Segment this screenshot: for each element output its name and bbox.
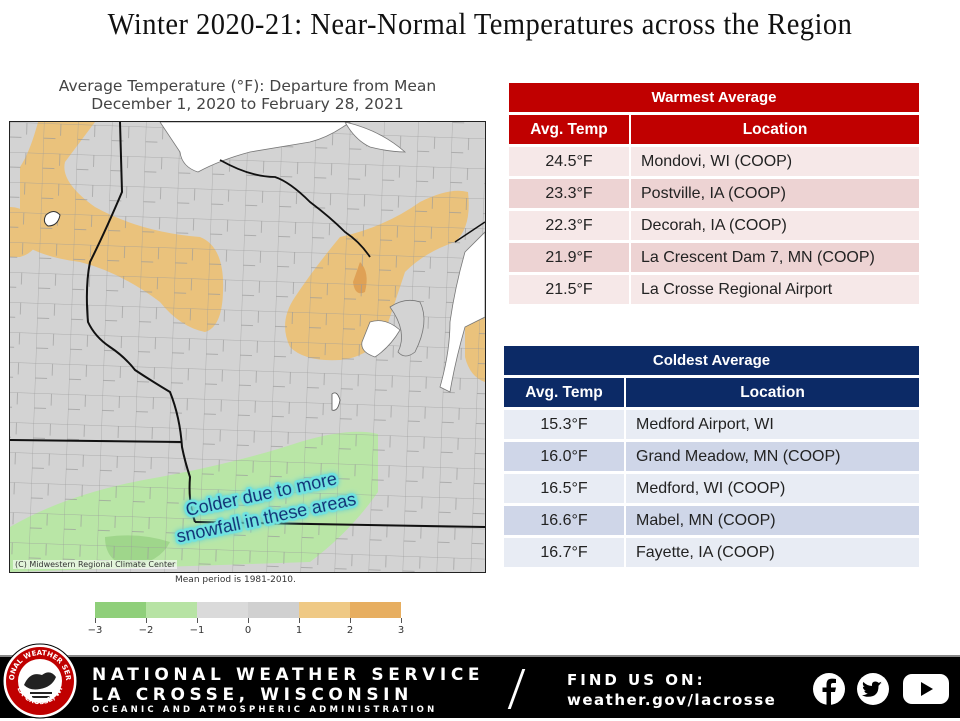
legend-label: −2 bbox=[138, 625, 154, 636]
table-row: 24.5°F Mondovi, WI (COOP) bbox=[509, 147, 919, 176]
location-cell: Mabel, MN (COOP) bbox=[626, 506, 919, 535]
warmest-table-title: Warmest Average bbox=[509, 83, 919, 112]
temp-cell: 24.5°F bbox=[509, 147, 631, 176]
temp-cell: 15.3°F bbox=[504, 410, 626, 439]
legend-tick bbox=[197, 618, 198, 623]
office-name: LA CROSSE, WISCONSIN bbox=[92, 685, 413, 705]
wi-mi-border bbox=[219, 159, 371, 258]
temp-cell: 16.6°F bbox=[504, 506, 626, 535]
legend-swatch bbox=[299, 602, 350, 618]
lake-of-the-woods-area bbox=[43, 211, 61, 227]
color-legend: −3 −2 −1 0 1 2 3 bbox=[88, 602, 405, 637]
table-row: 23.3°F Postville, IA (COOP) bbox=[509, 179, 919, 208]
legend-tick bbox=[95, 618, 96, 623]
map-title-line1: Average Temperature (°F): Departure from… bbox=[58, 77, 437, 95]
agency-name: NATIONAL WEATHER SERVICE bbox=[92, 665, 485, 685]
temp-cell: 16.0°F bbox=[504, 442, 626, 471]
temperature-departure-map: Colder due to more snowfall in these are… bbox=[9, 121, 486, 573]
location-cell: La Crescent Dam 7, MN (COOP) bbox=[631, 243, 919, 272]
location-cell: La Crosse Regional Airport bbox=[631, 275, 919, 304]
warmest-col-temp: Avg. Temp bbox=[509, 115, 631, 144]
warmest-average-table: Warmest Average Avg. Temp Location 24.5°… bbox=[509, 80, 919, 307]
legend-swatch bbox=[95, 602, 146, 618]
legend-swatch bbox=[197, 602, 248, 618]
legend-tick bbox=[248, 618, 249, 623]
coldest-average-table: Coldest Average Avg. Temp Location 15.3°… bbox=[504, 343, 919, 570]
mn-ia-border bbox=[10, 439, 183, 443]
temp-cell: 16.7°F bbox=[504, 538, 626, 567]
legend-color-bar bbox=[95, 602, 401, 618]
mn-wi-border bbox=[85, 122, 196, 523]
twitter-icon[interactable] bbox=[856, 672, 890, 706]
legend-swatch bbox=[146, 602, 197, 618]
legend-tick bbox=[146, 618, 147, 623]
lake-superior-bay bbox=[344, 122, 407, 153]
legend-label: −3 bbox=[87, 625, 103, 636]
facebook-icon[interactable] bbox=[812, 672, 846, 706]
coldest-table-title: Coldest Average bbox=[504, 346, 919, 375]
location-cell: Medford, WI (COOP) bbox=[626, 474, 919, 503]
temp-cell: 23.3°F bbox=[509, 179, 631, 208]
footer-divider bbox=[0, 655, 960, 657]
legend-swatch bbox=[248, 602, 299, 618]
agency-subtitle: OCEANIC AND ATMOSPHERIC ADMINISTRATION bbox=[92, 705, 438, 715]
legend-swatch bbox=[350, 602, 401, 618]
website-link[interactable]: weather.gov/lacrosse bbox=[567, 691, 777, 709]
map-canvas: Colder due to more snowfall in these are… bbox=[10, 122, 485, 572]
legend-ticks bbox=[95, 618, 402, 623]
legend-label: 0 bbox=[244, 625, 252, 636]
temp-cell: 22.3°F bbox=[509, 211, 631, 240]
location-cell: Mondovi, WI (COOP) bbox=[631, 147, 919, 176]
legend-label: 3 bbox=[397, 625, 405, 636]
lake-michigan bbox=[439, 231, 485, 393]
legend-label: 1 bbox=[295, 625, 303, 636]
table-row: 16.7°F Fayette, IA (COOP) bbox=[504, 538, 919, 567]
legend-label: 2 bbox=[346, 625, 354, 636]
door-peninsula bbox=[389, 299, 425, 357]
green-bay bbox=[361, 320, 401, 358]
nws-logo-icon: NATIONAL WEATHER SERVICE LA CROSSE, WI bbox=[0, 641, 78, 719]
location-cell: Medford Airport, WI bbox=[626, 410, 919, 439]
temp-cell: 21.9°F bbox=[509, 243, 631, 272]
table-row: 15.3°F Medford Airport, WI bbox=[504, 410, 919, 439]
youtube-icon[interactable] bbox=[902, 672, 950, 706]
table-row: 16.5°F Medford, WI (COOP) bbox=[504, 474, 919, 503]
map-credit: (C) Midwestern Regional Climate Center bbox=[13, 560, 178, 569]
table-row: 22.3°F Decorah, IA (COOP) bbox=[509, 211, 919, 240]
location-cell: Decorah, IA (COOP) bbox=[631, 211, 919, 240]
legend-label: −1 bbox=[189, 625, 205, 636]
location-cell: Fayette, IA (COOP) bbox=[626, 538, 919, 567]
table-row: 16.0°F Grand Meadow, MN (COOP) bbox=[504, 442, 919, 471]
warmest-col-location: Location bbox=[631, 115, 919, 144]
legend-tick bbox=[350, 618, 351, 623]
footer-bar: NATIONAL WEATHER SERVICE LA CROSSE, WI N… bbox=[0, 641, 960, 719]
ia-il-wi-border bbox=[194, 521, 485, 528]
mi-up-border bbox=[454, 221, 485, 243]
coldest-col-temp: Avg. Temp bbox=[504, 378, 626, 407]
lake-winnebago bbox=[331, 392, 341, 411]
table-row: 21.9°F La Crescent Dam 7, MN (COOP) bbox=[509, 243, 919, 272]
slide-title: Winter 2020-21: Near-Normal Temperatures… bbox=[107, 6, 853, 41]
temp-cell: 16.5°F bbox=[504, 474, 626, 503]
map-title-line2: December 1, 2020 to February 28, 2021 bbox=[91, 95, 404, 113]
location-cell: Postville, IA (COOP) bbox=[631, 179, 919, 208]
legend-labels: −3 −2 −1 0 1 2 3 bbox=[88, 623, 405, 637]
legend-tick bbox=[299, 618, 300, 623]
temp-cell: 21.5°F bbox=[509, 275, 631, 304]
footer-slash-divider bbox=[507, 669, 526, 709]
find-us-label: FIND US ON: bbox=[567, 671, 706, 689]
table-row: 16.6°F Mabel, MN (COOP) bbox=[504, 506, 919, 535]
lake-superior bbox=[159, 122, 351, 173]
table-row: 21.5°F La Crosse Regional Airport bbox=[509, 275, 919, 304]
mean-period-note: Mean period is 1981-2010. bbox=[175, 575, 296, 585]
location-cell: Grand Meadow, MN (COOP) bbox=[626, 442, 919, 471]
legend-tick bbox=[401, 618, 402, 623]
coldest-col-location: Location bbox=[626, 378, 919, 407]
